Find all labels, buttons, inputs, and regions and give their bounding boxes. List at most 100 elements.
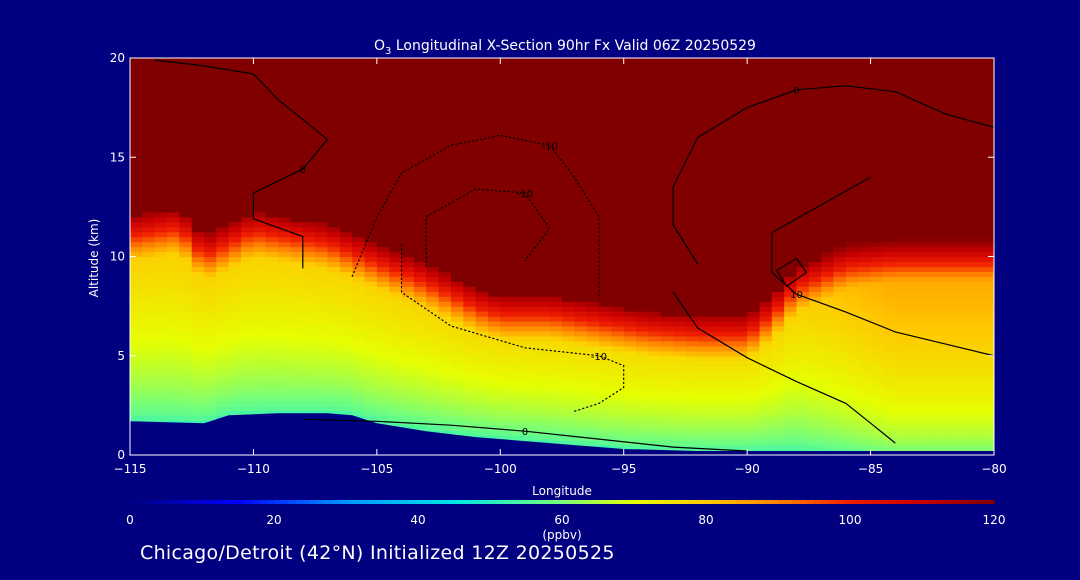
heatmap-cell (845, 77, 859, 84)
heatmap-cell (302, 182, 316, 188)
heatmap-cell (290, 132, 304, 138)
heatmap-cell (537, 321, 551, 327)
heatmap-cell (858, 400, 872, 406)
heatmap-cell (290, 370, 304, 377)
heatmap-cell (487, 162, 501, 168)
heatmap-cell (771, 67, 785, 74)
heatmap-cell (278, 261, 292, 268)
heatmap-cell (747, 286, 761, 292)
heatmap-cell (784, 420, 798, 426)
heatmap-cell (784, 196, 798, 203)
heatmap-cell (500, 286, 514, 292)
heatmap-cell (747, 241, 761, 248)
heatmap-cell (512, 167, 526, 173)
heatmap-cell (352, 87, 366, 94)
heatmap-cell (290, 117, 304, 124)
heatmap-cell (586, 316, 600, 322)
heatmap-cell (623, 420, 637, 426)
heatmap-cell (537, 226, 551, 233)
heatmap-cell (302, 216, 316, 223)
heatmap-cell (302, 72, 316, 79)
heatmap-cell (524, 241, 538, 248)
heatmap-cell (302, 226, 316, 233)
heatmap-cell (167, 276, 180, 282)
heatmap-cell (895, 410, 909, 416)
heatmap-cell (438, 271, 452, 277)
heatmap-cell (549, 162, 563, 168)
heatmap-cell (426, 266, 440, 272)
heatmap-cell (228, 340, 242, 347)
heatmap-cell (167, 271, 180, 277)
heatmap-cell (808, 87, 822, 94)
heatmap-cell (562, 271, 575, 277)
heatmap-cell (599, 271, 612, 277)
heatmap-cell (722, 345, 736, 352)
heatmap-cell (524, 276, 538, 282)
heatmap-cell (734, 157, 748, 163)
heatmap-cell (586, 112, 600, 119)
heatmap-cell (204, 316, 217, 322)
heatmap-cell (895, 321, 909, 327)
heatmap-cell (327, 97, 341, 104)
heatmap-cell (339, 335, 353, 342)
heatmap-cell (747, 211, 761, 218)
heatmap-cell (808, 97, 822, 104)
heatmap-cell (463, 206, 477, 213)
heatmap-cell (660, 162, 674, 168)
heatmap-cell (771, 286, 785, 292)
heatmap-cell (241, 221, 255, 228)
heatmap-cell (512, 196, 526, 203)
heatmap-cell (179, 142, 193, 148)
heatmap-cell (673, 390, 687, 397)
heatmap-cell (845, 132, 859, 138)
heatmap-cell (413, 251, 427, 258)
heatmap-cell (611, 291, 625, 297)
heatmap-cell (759, 82, 773, 89)
heatmap-cell (154, 335, 168, 342)
heatmap-cell (512, 390, 526, 397)
heatmap-cell (685, 246, 699, 253)
heatmap-cell (389, 291, 403, 297)
heatmap-cell (463, 182, 477, 188)
heatmap-cell (574, 251, 588, 258)
heatmap-cell (771, 246, 785, 253)
heatmap-cell (389, 276, 403, 282)
heatmap-cell (130, 316, 143, 322)
heatmap-cell (204, 137, 217, 143)
heatmap-cell (475, 251, 489, 258)
heatmap-cell (389, 58, 403, 64)
heatmap-cell (586, 77, 600, 84)
heatmap-cell (376, 350, 390, 357)
heatmap-cell (685, 142, 699, 148)
heatmap-cell (537, 137, 551, 143)
heatmap-cell (845, 221, 859, 228)
heatmap-cell (685, 127, 699, 134)
heatmap-cell (315, 62, 329, 69)
heatmap-cell (845, 196, 859, 203)
heatmap-cell (771, 102, 785, 109)
heatmap-cell (722, 340, 736, 347)
heatmap-cell (389, 211, 403, 218)
heatmap-cell (413, 395, 427, 402)
heatmap-cell (562, 142, 575, 148)
heatmap-cell (882, 425, 896, 431)
heatmap-cell (413, 187, 427, 193)
heatmap-cell (142, 340, 156, 347)
heatmap-cell (216, 102, 230, 109)
heatmap-cell (241, 67, 255, 74)
heatmap-cell (537, 385, 551, 392)
heatmap-cell (352, 92, 366, 99)
heatmap-cell (339, 162, 353, 168)
heatmap-cell (808, 440, 822, 446)
heatmap-cell (784, 97, 798, 104)
heatmap-cell (241, 306, 255, 312)
heatmap-cell (154, 167, 168, 173)
heatmap-cell (882, 162, 896, 168)
heatmap-cell (413, 157, 427, 163)
heatmap-cell (216, 321, 230, 327)
heatmap-cell (747, 157, 761, 163)
heatmap-cell (697, 132, 711, 138)
heatmap-cell (796, 425, 810, 431)
heatmap-cell (808, 58, 822, 64)
